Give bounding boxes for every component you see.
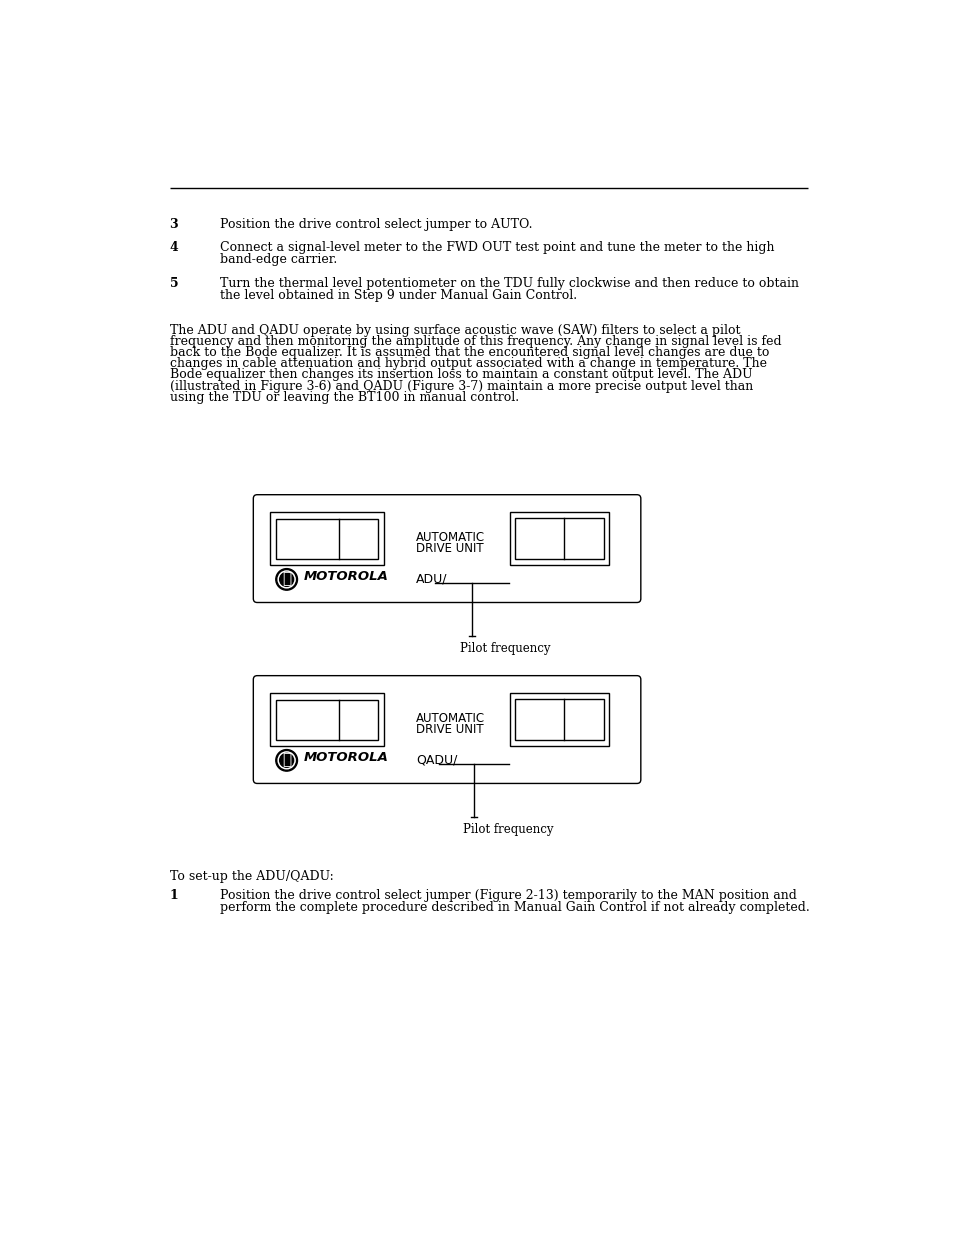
Text: Ⓜ: Ⓜ xyxy=(282,752,291,767)
Text: 5: 5 xyxy=(170,277,178,290)
Text: The ADU and QADU operate by using surface acoustic wave (SAW) filters to select : The ADU and QADU operate by using surfac… xyxy=(170,324,740,337)
Circle shape xyxy=(278,752,294,769)
Text: perform the complete procedure described in Manual Gain Control if not already c: perform the complete procedure described… xyxy=(220,902,809,914)
Circle shape xyxy=(279,753,294,767)
Text: frequency and then monitoring the amplitude of this frequency. Any change in sig: frequency and then monitoring the amplit… xyxy=(170,335,781,348)
Text: (illustrated in Figure 3-6) and QADU (Figure 3-7) maintain a more precise output: (illustrated in Figure 3-6) and QADU (Fi… xyxy=(170,379,752,393)
Circle shape xyxy=(278,571,294,588)
FancyBboxPatch shape xyxy=(253,676,640,783)
Text: changes in cable attenuation and hybrid output associated with a change in tempe: changes in cable attenuation and hybrid … xyxy=(170,357,766,370)
Text: Turn the thermal level potentiometer on the TDU fully clockwise and then reduce : Turn the thermal level potentiometer on … xyxy=(220,277,799,290)
Bar xyxy=(515,517,603,559)
Text: Pilot frequency: Pilot frequency xyxy=(462,823,553,836)
Text: 1: 1 xyxy=(170,889,178,902)
Text: QADU/: QADU/ xyxy=(416,753,457,767)
Text: DRIVE UNIT: DRIVE UNIT xyxy=(416,542,483,556)
Circle shape xyxy=(275,750,297,771)
Text: DRIVE UNIT: DRIVE UNIT xyxy=(416,724,483,736)
Text: AUTOMATIC: AUTOMATIC xyxy=(416,531,485,543)
Text: Pilot frequency: Pilot frequency xyxy=(459,642,550,655)
Text: 3: 3 xyxy=(170,217,178,231)
Text: using the TDU or leaving the BT100 in manual control.: using the TDU or leaving the BT100 in ma… xyxy=(170,390,518,404)
Text: Ⓜ: Ⓜ xyxy=(282,572,291,587)
Text: MOTOROLA: MOTOROLA xyxy=(303,751,388,763)
Text: 4: 4 xyxy=(170,241,178,253)
Text: MOTOROLA: MOTOROLA xyxy=(303,569,388,583)
Circle shape xyxy=(275,568,297,590)
Bar xyxy=(270,513,384,564)
Text: Position the drive control select jumper to AUTO.: Position the drive control select jumper… xyxy=(220,217,532,231)
Text: Bode equalizer then changes its insertion loss to maintain a constant output lev: Bode equalizer then changes its insertio… xyxy=(170,368,752,382)
Text: Position the drive control select jumper (Figure 2-13) temporarily to the MAN po: Position the drive control select jumper… xyxy=(220,889,796,902)
Bar xyxy=(509,513,608,564)
FancyBboxPatch shape xyxy=(253,495,640,603)
Text: AUTOMATIC: AUTOMATIC xyxy=(416,711,485,725)
Bar xyxy=(275,699,377,740)
Text: back to the Bode equalizer. It is assumed that the encountered signal level chan: back to the Bode equalizer. It is assume… xyxy=(170,346,768,359)
Text: Connect a signal-level meter to the FWD OUT test point and tune the meter to the: Connect a signal-level meter to the FWD … xyxy=(220,241,774,253)
Text: the level obtained in Step 9 under Manual Gain Control.: the level obtained in Step 9 under Manua… xyxy=(220,289,577,303)
Bar xyxy=(270,693,384,746)
Bar xyxy=(275,519,377,558)
Text: band-edge carrier.: band-edge carrier. xyxy=(220,253,337,266)
Bar xyxy=(515,699,603,740)
Text: ADU/: ADU/ xyxy=(416,573,447,585)
Text: To set-up the ADU/QADU:: To set-up the ADU/QADU: xyxy=(170,871,333,883)
Circle shape xyxy=(279,573,294,587)
Bar xyxy=(509,693,608,746)
